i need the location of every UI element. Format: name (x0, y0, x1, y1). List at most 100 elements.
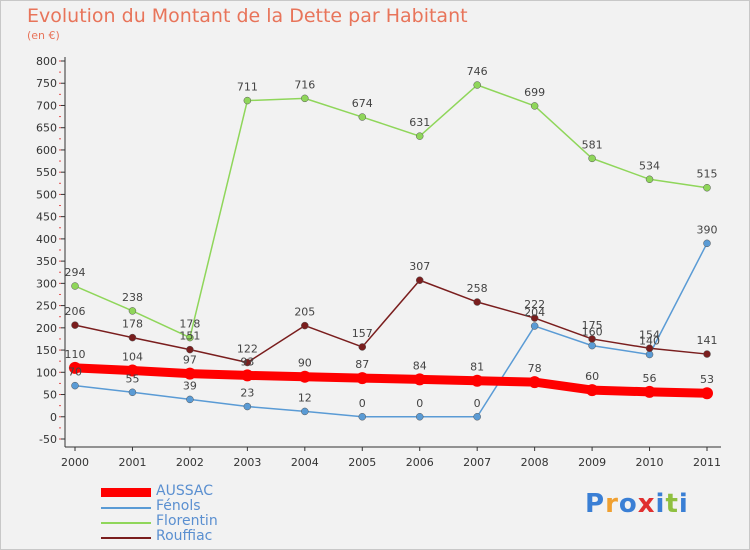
logo-letter: o (618, 489, 638, 519)
data-label: 205 (294, 306, 315, 319)
data-label: 60 (585, 370, 599, 383)
data-point (186, 333, 194, 342)
data-label: 674 (352, 97, 373, 110)
data-label: 581 (582, 138, 603, 151)
data-label: 110 (65, 348, 86, 361)
y-tick-label: 500 (36, 188, 57, 201)
data-label: 711 (237, 81, 258, 94)
data-label: 53 (700, 373, 714, 386)
series-line-aussac (70, 363, 712, 398)
x-tick-label: 2005 (348, 456, 376, 469)
data-label: 160 (582, 326, 603, 339)
data-label: 141 (697, 334, 718, 347)
data-point (128, 333, 137, 342)
data-label: 746 (467, 65, 488, 78)
data-label: 93 (240, 355, 254, 368)
data-point (186, 395, 194, 404)
data-label: 154 (639, 328, 660, 341)
data-label: 206 (65, 305, 86, 318)
data-point (298, 370, 311, 383)
data-point (71, 381, 79, 390)
data-label: 0 (359, 397, 366, 410)
x-tick-label: 2002 (176, 456, 204, 469)
logo-letter: i (678, 489, 689, 519)
data-label: 12 (298, 391, 312, 404)
y-tick-label: 550 (36, 166, 57, 179)
x-tick-label: 2001 (118, 456, 146, 469)
series-line-rouffiac (74, 279, 708, 364)
data-label: 39 (183, 379, 197, 392)
data-label: 87 (355, 358, 369, 371)
y-tick-label: 150 (36, 344, 57, 357)
data-label: 716 (294, 78, 315, 91)
data-label: 55 (125, 372, 139, 385)
data-label: 238 (122, 291, 143, 304)
data-point (71, 282, 79, 290)
data-point (128, 388, 137, 397)
data-point (473, 413, 481, 421)
y-tick-label: 50 (43, 389, 57, 402)
data-point (645, 344, 654, 353)
y-tick-label: 650 (36, 122, 57, 135)
data-point (530, 322, 539, 330)
data-point (703, 183, 711, 192)
y-tick-label: 200 (36, 322, 57, 335)
data-point (69, 361, 81, 374)
data-point (356, 372, 369, 385)
data-label: 56 (643, 372, 657, 385)
x-tick-label: 2006 (406, 456, 434, 469)
data-point (186, 345, 194, 354)
data-point (586, 384, 599, 397)
legend-swatch (101, 521, 151, 524)
x-tick-label: 2009 (578, 456, 606, 469)
data-label: 0 (474, 397, 481, 410)
x-tick-label: 2004 (291, 456, 319, 469)
data-point (588, 341, 596, 350)
legend-label: AUSSAC (156, 483, 213, 499)
data-label: 157 (352, 327, 373, 340)
data-point (530, 314, 539, 322)
data-point (183, 367, 196, 380)
data-point (588, 154, 596, 163)
data-label: 534 (639, 159, 660, 172)
logo-letter: r (605, 489, 619, 519)
data-label: 699 (524, 86, 545, 99)
data-label: 515 (697, 168, 718, 181)
data-point (301, 94, 309, 103)
chart-subtitle: (en €) (27, 29, 60, 42)
data-point (243, 358, 252, 367)
data-label: 204 (524, 306, 545, 319)
legend-label: Florentin (156, 513, 218, 529)
data-point (471, 374, 484, 387)
data-point (703, 350, 711, 358)
y-tick-label: 700 (36, 99, 57, 112)
data-point (71, 321, 79, 329)
data-label: 97 (183, 354, 197, 367)
data-point (643, 385, 656, 398)
data-point (530, 102, 539, 110)
data-point (528, 376, 541, 389)
data-point (701, 387, 713, 400)
legend-label: Fénols (156, 498, 201, 514)
chart-title: Evolution du Montant de la Dette par Hab… (27, 5, 468, 27)
data-label: 23 (240, 387, 254, 400)
y-tick-label: 800 (36, 55, 57, 68)
data-label: 151 (179, 330, 200, 343)
data-point (703, 239, 711, 248)
proxiti-logo: Proxiti (585, 489, 689, 519)
x-tick-label: 2007 (463, 456, 491, 469)
logo-letter: x (637, 489, 656, 519)
data-label: 631 (409, 116, 430, 129)
data-point (645, 175, 654, 184)
data-label: 222 (524, 298, 545, 311)
data-label: 390 (697, 223, 718, 236)
data-label: 122 (237, 343, 258, 356)
data-label: 78 (528, 362, 542, 375)
data-point (358, 413, 367, 421)
data-point (358, 343, 367, 351)
legend-swatch (101, 536, 151, 539)
data-label: 84 (413, 359, 427, 372)
data-label: 90 (298, 357, 312, 370)
